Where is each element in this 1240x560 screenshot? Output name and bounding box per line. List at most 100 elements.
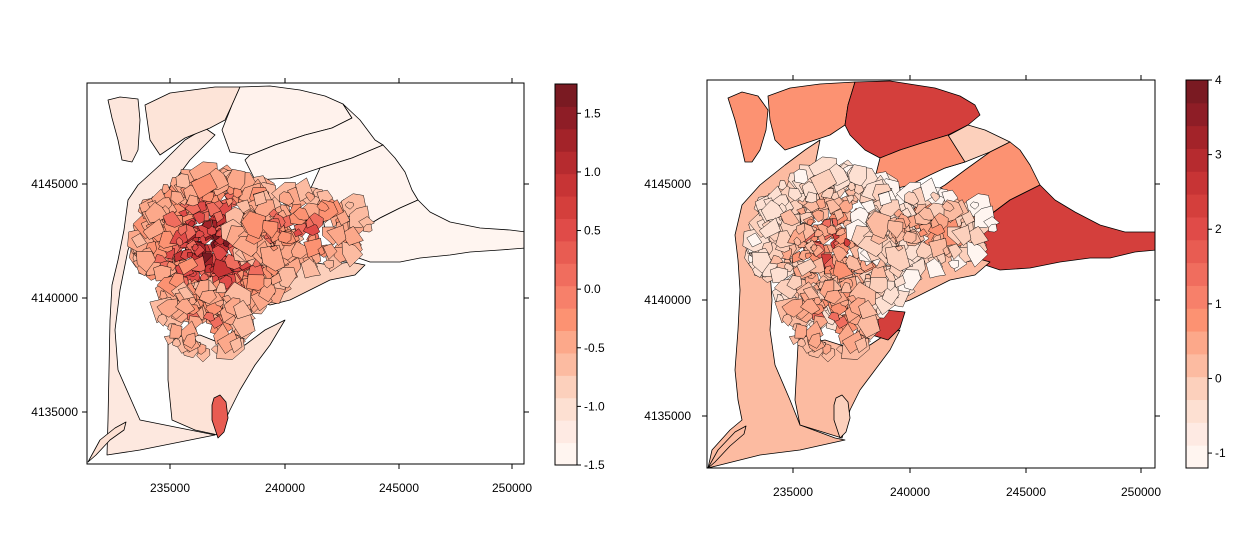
urban-cell	[229, 336, 243, 354]
legend-swatch	[1186, 194, 1208, 218]
urban-cell	[793, 236, 802, 246]
urban-cell	[827, 312, 840, 322]
urban-cells-left	[127, 161, 375, 363]
urban-cell	[186, 194, 199, 207]
urban-cell	[821, 218, 832, 228]
region-small-island	[727, 91, 769, 163]
urban-cells-right	[742, 156, 1000, 363]
urban-cell	[810, 244, 818, 252]
urban-cell	[918, 228, 928, 238]
urban-cell	[194, 229, 205, 238]
urban-cell	[902, 230, 917, 244]
urban-cell	[797, 337, 806, 348]
map-polygons-right	[707, 80, 1155, 468]
legend-swatch	[1186, 262, 1208, 286]
legend-label: -0.5	[584, 341, 605, 355]
legend-label: 0.0	[584, 282, 601, 296]
legend-swatch	[1186, 80, 1208, 104]
urban-cell	[225, 197, 234, 208]
urban-cell	[806, 218, 814, 226]
urban-cell	[928, 237, 948, 259]
urban-cell	[190, 173, 218, 200]
urban-cell	[182, 332, 196, 349]
urban-cell	[788, 187, 803, 202]
urban-cell	[948, 259, 959, 269]
urban-cell	[177, 257, 199, 276]
legend-label: 2	[1215, 222, 1222, 236]
urban-cell	[805, 252, 812, 260]
urban-cell	[180, 249, 194, 261]
region-northwest	[767, 81, 856, 151]
urban-cell	[925, 258, 946, 279]
x-axis-left: 235000 240000 245000 250000	[150, 481, 532, 495]
urban-cell	[326, 224, 347, 246]
y-tick-label: 4135000	[644, 409, 691, 423]
urban-cell	[213, 210, 224, 224]
urban-cell	[846, 194, 855, 204]
urban-cell	[841, 330, 865, 354]
map-polygons-left	[87, 85, 524, 463]
map-frame-left	[86, 82, 525, 465]
legend-swatch	[1186, 171, 1208, 195]
urban-cell	[323, 259, 334, 269]
legend-swatch	[555, 196, 577, 219]
legend-swatch	[555, 263, 577, 287]
legend-swatch	[1186, 148, 1208, 172]
urban-cell	[833, 315, 849, 329]
urban-cell	[156, 298, 179, 318]
legend-swatch	[555, 218, 577, 242]
urban-cell	[162, 210, 183, 228]
urban-cell	[178, 209, 188, 217]
urban-cell	[832, 260, 854, 280]
color-legend-right	[1186, 79, 1212, 469]
urban-cell	[769, 254, 784, 265]
urban-cell	[794, 323, 808, 339]
urban-cell	[866, 210, 891, 240]
legend-swatch	[1186, 331, 1208, 355]
urban-cell	[878, 191, 892, 206]
urban-cell	[843, 237, 851, 248]
y-tick-label: 4135000	[31, 405, 78, 419]
urban-cell	[259, 244, 286, 272]
urban-cell	[322, 243, 338, 260]
legend-swatch	[1186, 376, 1208, 401]
urban-cell	[153, 254, 168, 264]
urban-cell	[263, 277, 272, 289]
urban-cell	[142, 218, 165, 240]
urban-cell	[216, 330, 240, 354]
legend-frame-left	[554, 83, 578, 466]
urban-cell	[881, 284, 900, 306]
urban-cell	[860, 199, 876, 214]
legend-swatch	[1186, 285, 1208, 309]
region-northwest	[144, 86, 241, 156]
urban-cell	[793, 168, 809, 184]
urban-cell	[868, 277, 892, 294]
legend-swatch	[1186, 102, 1208, 127]
urban-cell	[835, 227, 846, 236]
urban-cell	[232, 187, 243, 199]
urban-cell	[780, 209, 800, 226]
urban-cell	[175, 298, 196, 315]
urban-cell	[279, 191, 295, 206]
urban-cell	[751, 251, 772, 274]
urban-cell	[191, 244, 199, 252]
axis-ticks-left	[82, 78, 529, 469]
legend-labels-left: 1.5 1.0 0.5 0.0 -0.5 -1.0 -1.5	[584, 106, 605, 472]
legend-label: 3	[1215, 148, 1222, 162]
legend-swatch	[1186, 308, 1208, 332]
urban-cell	[175, 236, 184, 247]
urban-cell	[846, 294, 857, 303]
urban-cell	[930, 191, 940, 203]
map-panel-right: 235000 240000 245000 250000 4135000 4140…	[644, 73, 1226, 499]
urban-cell	[758, 217, 781, 239]
urban-cell	[746, 232, 763, 248]
urban-cell	[947, 243, 963, 260]
legend-swatch	[555, 106, 577, 130]
legend-frame-right	[1185, 79, 1209, 469]
urban-cell	[941, 200, 955, 212]
legend-swatch	[1186, 399, 1208, 423]
urban-cell	[317, 245, 326, 256]
urban-cell	[833, 208, 845, 222]
legend-swatch	[555, 128, 577, 152]
legend-swatch	[1186, 445, 1208, 469]
